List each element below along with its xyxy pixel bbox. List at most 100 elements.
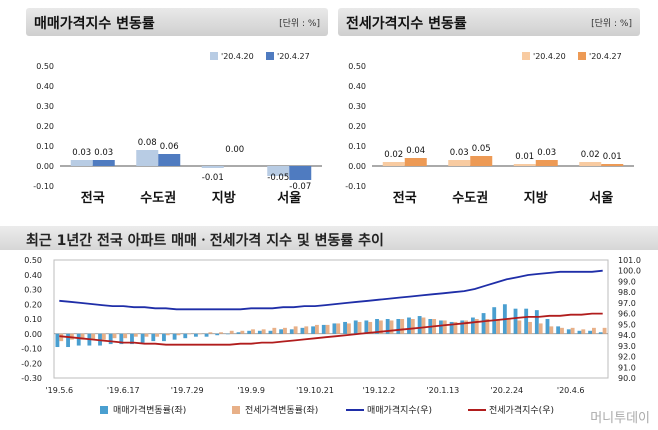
trend-bar xyxy=(513,308,518,334)
trend-x-tick: '19.5.6 xyxy=(45,386,73,395)
jeonse-price-unit: [단위 : %] xyxy=(591,19,632,29)
trend-bar xyxy=(364,320,369,334)
sale-legend-label: '20.4.27 xyxy=(277,52,310,61)
trend-bar xyxy=(417,316,422,334)
trend-bar xyxy=(385,319,390,334)
jeonse-ytick-label: 0.00 xyxy=(348,162,366,171)
trend-legend-label: 매매가격변동률(좌) xyxy=(113,404,186,416)
jeonse-legend-swatch xyxy=(578,52,586,60)
trend-bar xyxy=(130,333,134,345)
trend-bar xyxy=(453,321,458,334)
trend-bar xyxy=(268,330,273,334)
trend-left-tick: -0.10 xyxy=(21,345,42,354)
trend-bar xyxy=(219,332,223,334)
trend-line xyxy=(59,312,603,346)
sale-data-label: 0.03 xyxy=(72,148,91,158)
trend-bar xyxy=(464,320,469,334)
trend-bar xyxy=(321,324,326,334)
trend-bar xyxy=(389,320,394,334)
sale-ytick-label: 0.30 xyxy=(36,102,54,111)
trend-bar xyxy=(119,333,124,345)
trend-title: 최근 1년간 전국 아파트 매매ㆍ전세가격 지수 및 변동률 추이 xyxy=(26,233,384,249)
jeonse-ytick-label: -0.10 xyxy=(345,182,366,191)
sale-data-label: 0.00 xyxy=(225,145,244,155)
trend-left-tick: 0.10 xyxy=(24,315,42,324)
trend-left-tick: 0.40 xyxy=(24,271,42,280)
trend-bar xyxy=(66,333,70,348)
trend-bar xyxy=(538,323,543,334)
trend-bar xyxy=(204,333,209,337)
trend-bar xyxy=(357,321,362,334)
jeonse-bar xyxy=(448,160,471,166)
trend-bar xyxy=(193,333,198,337)
trend-bar xyxy=(162,333,166,342)
trend-bar xyxy=(304,326,309,334)
jeonse-bar xyxy=(404,158,427,166)
trend-bar xyxy=(481,313,486,334)
trend-bar xyxy=(133,333,138,337)
trend-x-tick: '20.4.6 xyxy=(557,386,585,395)
trend-bar xyxy=(215,333,220,336)
trend-bar xyxy=(496,319,500,334)
trend-left-tick: -0.20 xyxy=(21,359,42,368)
trend-left-tick: 0.30 xyxy=(24,286,42,295)
sale-data-label: 0.06 xyxy=(160,142,179,152)
sale-category-label: 지방 xyxy=(212,190,236,206)
trend-legend-label: 매매가격지수(우) xyxy=(367,404,432,416)
sale-ytick-label: 0.00 xyxy=(36,162,54,171)
sale-price-panel: 매매가격지수 변동률 [단위 : %] 0.50 0.40 0.30 0.20 0.10… xyxy=(26,8,328,208)
trend-bar xyxy=(80,333,85,340)
trend-plot-frame xyxy=(53,259,609,379)
trend-bar xyxy=(410,319,415,334)
trend-bar xyxy=(570,327,575,334)
trend-bar xyxy=(172,333,177,340)
trend-right-tick: 95.0 xyxy=(618,320,636,329)
jeonse-data-label: 0.02 xyxy=(384,150,403,160)
jeonse-data-label: 0.01 xyxy=(515,152,534,162)
jeonse-bar xyxy=(579,162,602,166)
jeonse-ytick-label: 0.20 xyxy=(348,122,366,131)
trend-right-tick: 100.0 xyxy=(618,267,641,276)
sale-bar xyxy=(201,166,224,168)
sale-ytick-label: 0.50 xyxy=(36,62,54,71)
trend-bar xyxy=(247,330,252,334)
trend-bar xyxy=(439,320,443,334)
trend-bar xyxy=(592,327,596,334)
trend-bar xyxy=(545,319,550,334)
trend-x-tick: '20.1.13 xyxy=(426,386,459,395)
sale-legend-label: '20.4.20 xyxy=(221,52,254,61)
trend-bar xyxy=(261,329,266,334)
sale-bar xyxy=(70,160,93,166)
trend-bar xyxy=(101,333,106,340)
trend-bar xyxy=(343,321,347,334)
trend-right-tick: 94.0 xyxy=(618,331,636,340)
jeonse-data-label: 0.01 xyxy=(603,152,622,162)
trend-bar xyxy=(577,330,582,334)
trend-bar xyxy=(517,320,522,334)
trend-left-tick: 0.50 xyxy=(24,256,42,265)
trend-bar xyxy=(332,323,337,334)
sale-legend-swatch xyxy=(266,52,274,60)
trend-right-tick: 92.0 xyxy=(618,353,636,362)
trend-bar xyxy=(311,326,316,334)
jeonse-category-label: 지방 xyxy=(524,190,548,206)
trend-x-tick: '19.9.9 xyxy=(237,386,265,395)
trend-bar xyxy=(449,321,454,334)
sale-price-title: 매매가격지수 변동률 xyxy=(34,16,155,32)
sale-bar xyxy=(267,166,290,176)
trend-bar xyxy=(165,333,170,336)
trend-right-tick: 91.0 xyxy=(618,363,636,372)
trend-bar xyxy=(421,317,426,334)
trend-bar xyxy=(528,321,532,334)
trend-bar xyxy=(566,329,571,334)
trend-bar xyxy=(187,333,192,335)
trend-bar xyxy=(368,321,373,334)
sale-ytick-label: 0.40 xyxy=(36,82,54,91)
trend-bar xyxy=(155,333,160,337)
jeonse-bar xyxy=(513,164,536,166)
trend-x-tick: '19.7.29 xyxy=(171,386,204,395)
trend-bar xyxy=(378,320,383,334)
trend-bar xyxy=(588,330,593,334)
trend-bar xyxy=(300,327,305,334)
trend-bar xyxy=(407,317,411,334)
